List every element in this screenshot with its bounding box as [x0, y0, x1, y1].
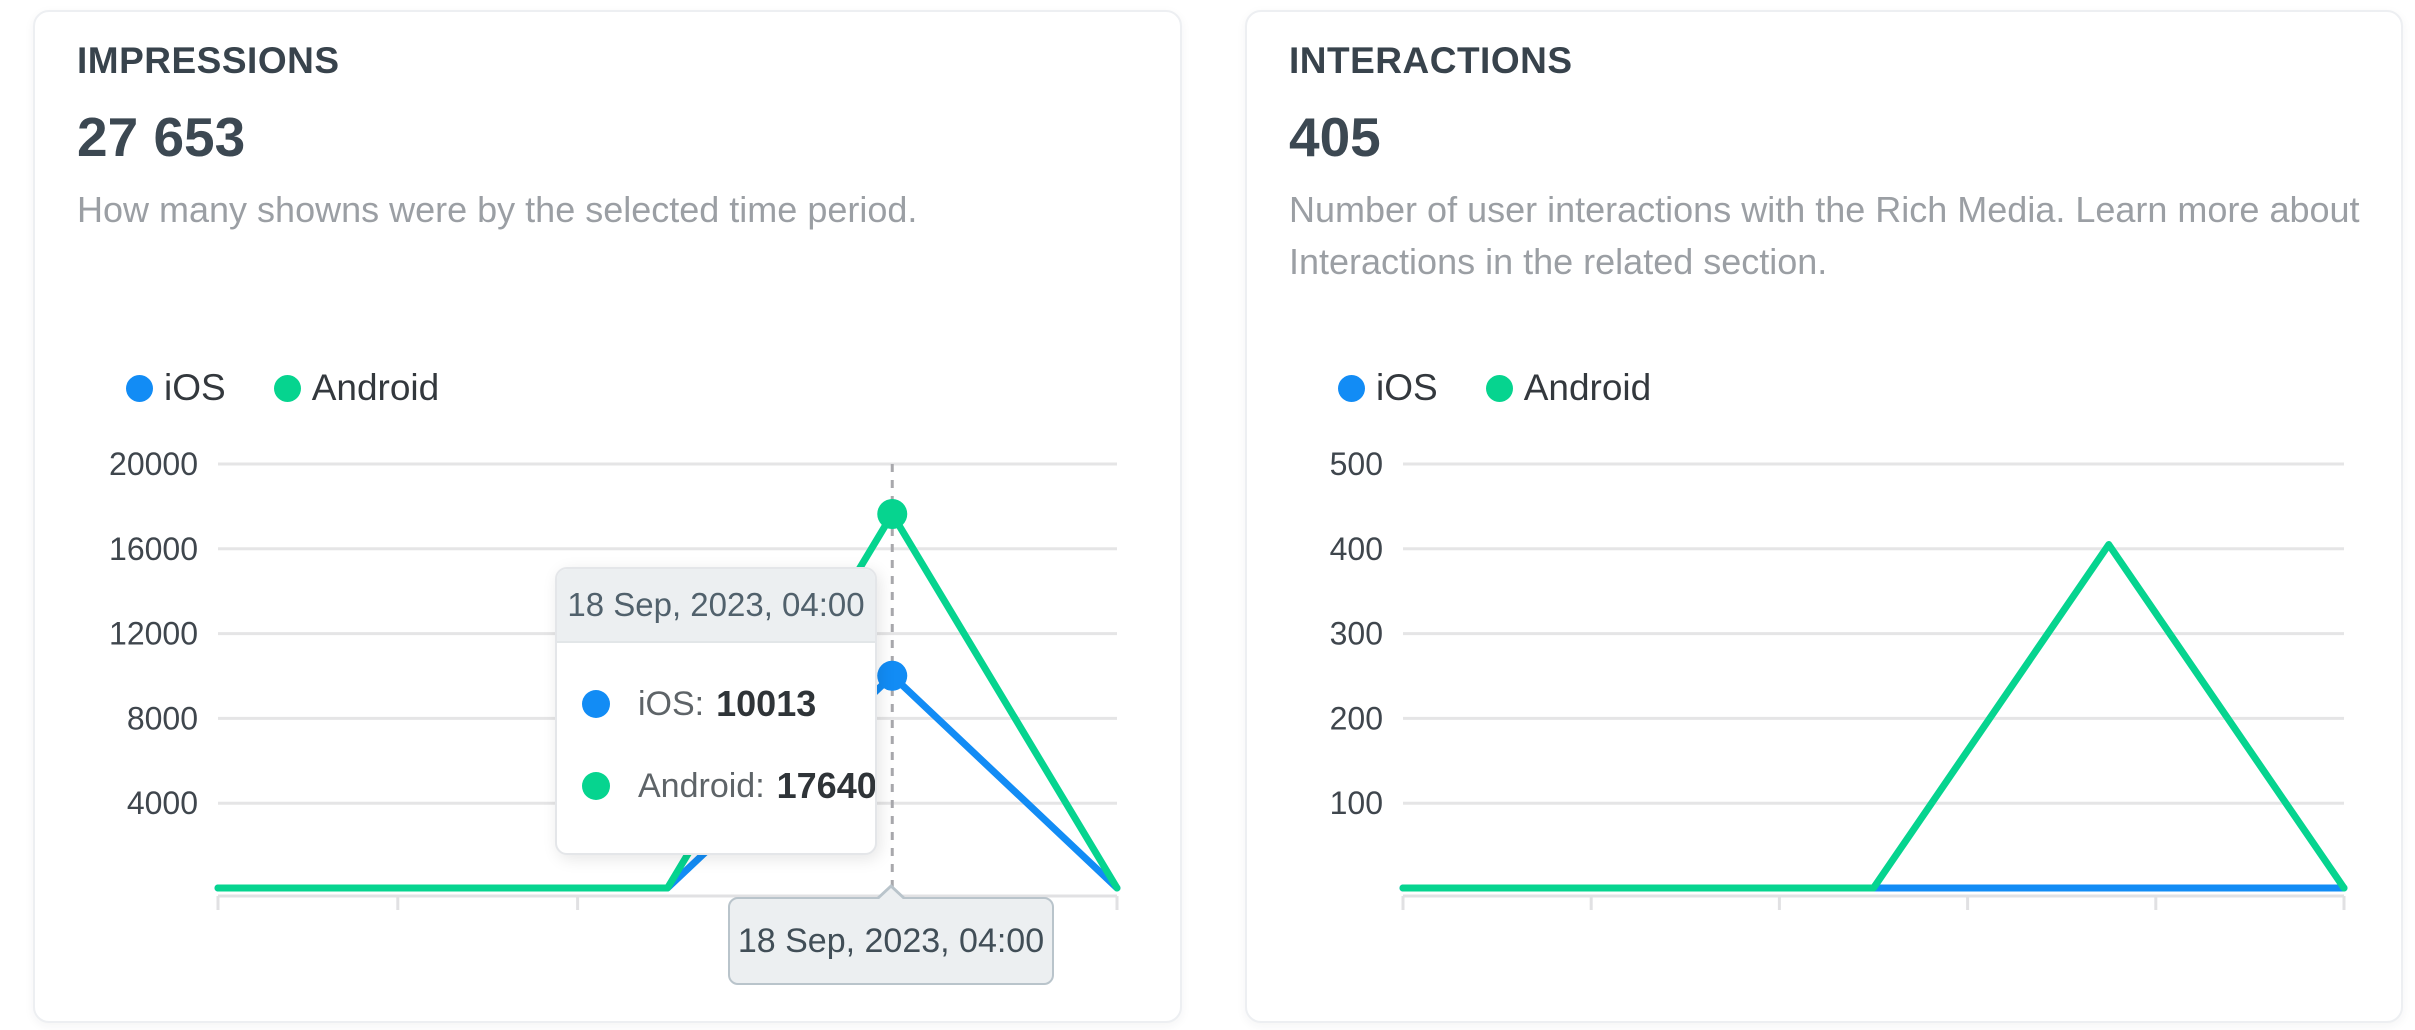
y-axis-label: 8000: [127, 700, 198, 736]
legend-label: iOS: [1376, 367, 1438, 408]
y-axis-label: 4000: [127, 785, 198, 821]
y-axis-label: 500: [1330, 446, 1383, 482]
hover-marker-ios: [877, 660, 908, 691]
hover-marker-android: [877, 499, 908, 530]
y-axis-label: 400: [1330, 531, 1383, 567]
chart-tooltip: 18 Sep, 2023, 04:00 iOS: 10013 Android: …: [555, 567, 877, 855]
xaxis-hover-label-text: 18 Sep, 2023, 04:00: [737, 921, 1045, 960]
xaxis-hover-label: 18 Sep, 2023, 04:00: [728, 884, 1054, 985]
metric-value: 27 653: [77, 106, 246, 168]
y-axis-label: 300: [1330, 616, 1383, 652]
y-axis-label: 16000: [109, 531, 198, 567]
legend-dot-ios-icon: [126, 374, 153, 402]
y-axis-label: 200: [1330, 700, 1383, 736]
legend-label: Android: [1523, 367, 1652, 408]
legend-item-ios[interactable]: iOS: [1338, 367, 1438, 409]
tooltip-date: 18 Sep, 2023, 04:00: [557, 569, 875, 643]
interactions-card: INTERACTIONS 405 Number of user interact…: [1245, 10, 2403, 1023]
y-axis-label: 12000: [109, 616, 198, 652]
impressions-line-chart[interactable]: 4000 8000 12000 16000 20000: [35, 412, 1180, 932]
tooltip-series-name: iOS:: [638, 684, 705, 723]
chart-legend: iOS Android: [126, 362, 439, 414]
series-line-android: [214, 510, 1121, 892]
tooltip-dot-android-icon: [582, 772, 610, 800]
tooltip-series-value: 10013: [716, 683, 817, 724]
interactions-line-chart[interactable]: 100 200 300 400 500: [1247, 412, 2401, 932]
y-axis-label: 100: [1330, 785, 1383, 821]
caret-up-icon: [877, 888, 905, 901]
legend-label: iOS: [164, 367, 226, 408]
tooltip-dot-ios-icon: [582, 690, 610, 718]
legend-item-android[interactable]: Android: [1485, 367, 1652, 409]
card-title: INTERACTIONS: [1289, 40, 1573, 81]
tooltip-row-ios: iOS: 10013: [557, 663, 875, 745]
tooltip-row-android: Android: 17640: [557, 745, 875, 827]
metric-description: Number of user interactions with the Ric…: [1289, 189, 2360, 282]
tooltip-series-value: 17640: [776, 765, 877, 806]
y-axis-label: 20000: [109, 446, 198, 482]
legend-dot-android-icon: [273, 374, 301, 402]
legend-dot-ios-icon: [1338, 374, 1365, 402]
metric-value: 405: [1289, 106, 1381, 168]
legend-item-ios[interactable]: iOS: [126, 367, 226, 409]
series-line-android: [1399, 541, 2348, 892]
impressions-card: IMPRESSIONS 27 653 How many showns were …: [33, 10, 1182, 1023]
card-title: IMPRESSIONS: [77, 40, 340, 81]
legend-dot-android-icon: [1485, 374, 1513, 402]
legend-label: Android: [311, 367, 440, 408]
tooltip-body: iOS: 10013 Android: 17640: [557, 643, 875, 853]
chart-legend: iOS Android: [1338, 362, 1651, 414]
legend-item-android[interactable]: Android: [273, 367, 440, 409]
metric-description: How many showns were by the selected tim…: [77, 189, 918, 230]
tooltip-series-name: Android:: [638, 766, 765, 805]
